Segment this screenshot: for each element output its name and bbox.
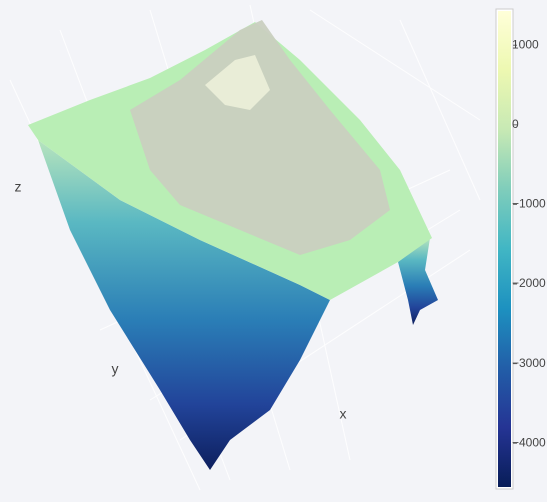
colorbar-tick-label: −3000 bbox=[512, 356, 546, 370]
z-axis-label: z bbox=[15, 179, 22, 195]
colorbar-tick-label: −4000 bbox=[512, 435, 546, 449]
colorbar bbox=[498, 11, 511, 487]
surface-highlights bbox=[205, 55, 270, 110]
surface-wall-right bbox=[398, 238, 438, 325]
surface bbox=[28, 20, 438, 470]
surface-peaks bbox=[130, 20, 390, 255]
x-axis-label: x bbox=[340, 406, 347, 422]
colorbar-tick-label: −2000 bbox=[512, 276, 546, 290]
y-axis-label: y bbox=[112, 361, 119, 377]
colorbar-tick-label: 0 bbox=[512, 117, 519, 131]
colorbar-tick-label: 1000 bbox=[512, 37, 539, 51]
surface-wall bbox=[38, 140, 330, 470]
colorbar-tick-label: −1000 bbox=[512, 197, 546, 211]
